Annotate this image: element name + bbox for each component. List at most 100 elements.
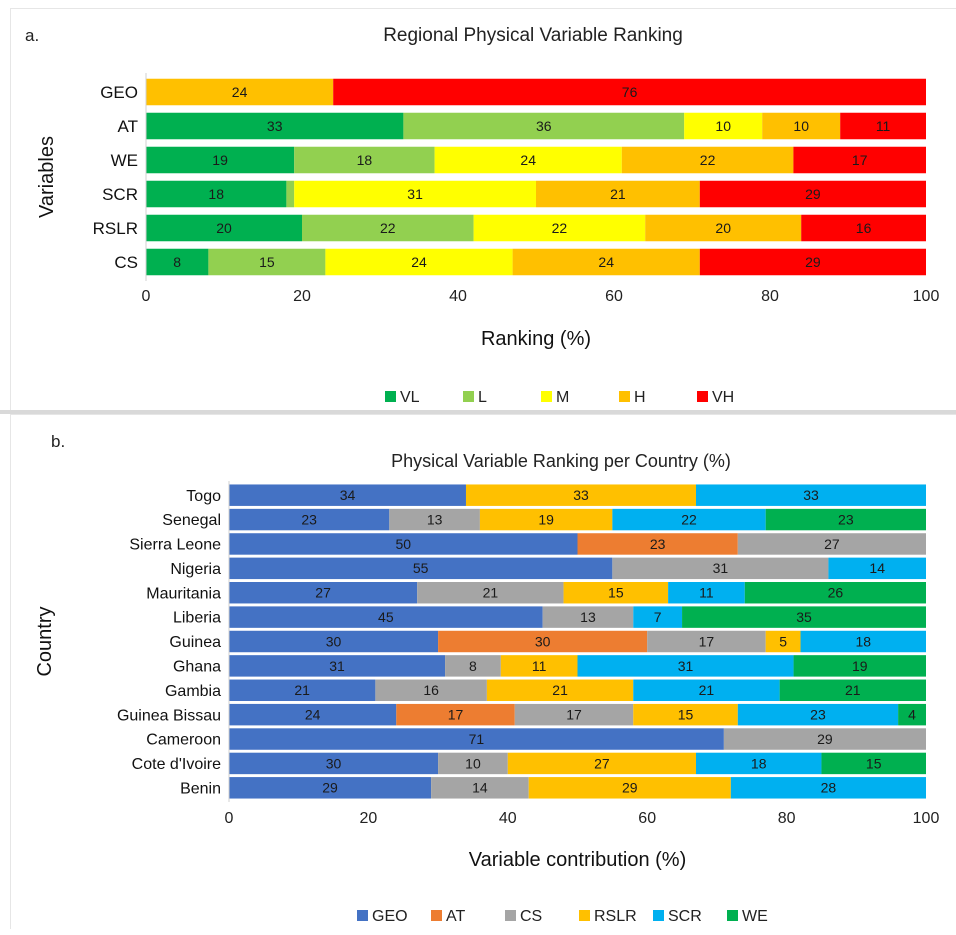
legend-label-scr: SCR bbox=[668, 908, 702, 925]
bar-nigeria-geo bbox=[229, 557, 613, 580]
bar-cameroon-geo bbox=[229, 728, 724, 750]
data-label-guinea-at: 30 bbox=[535, 633, 551, 649]
bar-sierra-leone-geo bbox=[229, 533, 578, 555]
data-label-ghana-rslr: 11 bbox=[532, 658, 547, 674]
bar-scr-m bbox=[294, 180, 536, 208]
bar-cameroon-cs bbox=[723, 728, 926, 750]
legend-label-at: AT bbox=[446, 908, 465, 925]
bar-at-h bbox=[762, 112, 841, 140]
data-label-scr-vl: 18 bbox=[208, 186, 224, 202]
data-label-cote-d-ivoire-scr: 18 bbox=[751, 755, 767, 771]
y-tick-label-we: WE bbox=[111, 151, 138, 170]
bar-sierra-leone-at bbox=[577, 533, 738, 555]
bar-rslr-h bbox=[645, 214, 802, 242]
bar-cs-h bbox=[512, 248, 700, 276]
x-tick-label-60: 60 bbox=[605, 288, 623, 305]
data-label-we-vl: 19 bbox=[212, 152, 228, 168]
bar-rslr-l bbox=[302, 214, 474, 242]
y-tick-label-sierra-leone: Sierra Leone bbox=[129, 537, 221, 554]
bar-geo-vh bbox=[333, 78, 926, 106]
bar-gambia-rslr bbox=[486, 679, 634, 701]
legend-label-geo: GEO bbox=[372, 908, 408, 925]
data-label-guinea-geo: 30 bbox=[326, 633, 342, 649]
bar-ghana-scr bbox=[577, 655, 794, 677]
legend-label-we: WE bbox=[742, 908, 768, 925]
legend-swatch-cs bbox=[505, 910, 516, 921]
bar-senegal-scr bbox=[612, 508, 766, 531]
x-tick-label-80: 80 bbox=[778, 810, 796, 827]
bar-we-vh bbox=[793, 146, 926, 174]
data-label-at-m: 10 bbox=[715, 118, 731, 134]
legend-swatch-vh bbox=[697, 391, 708, 402]
legend-swatch-at bbox=[431, 910, 442, 921]
data-label-guinea-rslr: 5 bbox=[779, 633, 787, 649]
data-label-nigeria-geo: 55 bbox=[413, 560, 429, 576]
bar-guinea-scr bbox=[800, 630, 926, 653]
data-label-at-l: 36 bbox=[536, 118, 552, 134]
data-label-senegal-geo: 23 bbox=[301, 511, 317, 527]
bar-senegal-we bbox=[765, 508, 926, 531]
data-label-sierra-leone-geo: 50 bbox=[395, 536, 411, 552]
bar-togo-rslr bbox=[465, 484, 696, 506]
data-label-cameroon-geo: 71 bbox=[469, 731, 485, 747]
data-label-gambia-scr: 21 bbox=[699, 682, 715, 698]
bar-scr-vl bbox=[146, 180, 287, 208]
data-label-scr-vh: 29 bbox=[805, 186, 821, 202]
bar-gambia-geo bbox=[229, 679, 376, 701]
x-tick-label-80: 80 bbox=[761, 288, 779, 305]
legend-label-vl: VL bbox=[400, 389, 420, 406]
y-axis-label: Variables bbox=[36, 136, 58, 218]
bar-ghana-cs bbox=[445, 655, 501, 677]
data-label-nigeria-cs: 31 bbox=[713, 560, 729, 576]
data-label-we-vh: 17 bbox=[852, 152, 868, 168]
data-label-liberia-geo: 45 bbox=[378, 609, 394, 625]
bar-guinea-bissau-at bbox=[396, 703, 515, 726]
y-tick-label-geo: GEO bbox=[100, 83, 138, 102]
bar-scr-l bbox=[286, 180, 295, 208]
bar-ghana-geo bbox=[229, 655, 446, 677]
y-tick-label-at: AT bbox=[118, 117, 138, 136]
panel-label: a. bbox=[25, 26, 39, 45]
data-label-benin-geo: 29 bbox=[322, 780, 338, 796]
data-label-togo-rslr: 33 bbox=[573, 487, 589, 503]
bar-we-vl bbox=[146, 146, 295, 174]
data-label-ghana-geo: 31 bbox=[329, 658, 345, 674]
data-label-at-h: 10 bbox=[793, 118, 809, 134]
bar-geo-h bbox=[146, 78, 334, 106]
bar-rslr-m bbox=[473, 214, 646, 242]
data-label-rslr-vh: 16 bbox=[856, 220, 872, 236]
data-label-cote-d-ivoire-we: 15 bbox=[866, 755, 882, 771]
bar-cs-vh bbox=[699, 248, 926, 276]
data-label-cote-d-ivoire-geo: 30 bbox=[326, 755, 342, 771]
bar-we-h bbox=[621, 146, 794, 174]
y-tick-label-rslr: RSLR bbox=[93, 219, 138, 238]
bar-togo-scr bbox=[695, 484, 926, 506]
legend-label-l: L bbox=[478, 389, 487, 406]
data-label-guinea-scr: 18 bbox=[855, 633, 871, 649]
bar-benin-rslr bbox=[528, 777, 731, 799]
bar-benin-cs bbox=[431, 777, 529, 799]
bar-guinea-bissau-we bbox=[898, 703, 926, 726]
bar-guinea-rslr bbox=[765, 630, 801, 653]
bar-cote-d-ivoire-cs bbox=[438, 752, 508, 775]
bar-guinea-bissau-cs bbox=[514, 703, 634, 726]
legend-swatch-we bbox=[727, 910, 738, 921]
bar-liberia-geo bbox=[229, 606, 543, 628]
bar-at-l bbox=[403, 112, 685, 140]
bar-ghana-rslr bbox=[500, 655, 578, 677]
y-tick-label-guinea-bissau: Guinea Bissau bbox=[117, 707, 221, 724]
data-label-cote-d-ivoire-rslr: 27 bbox=[594, 755, 610, 771]
bar-cote-d-ivoire-scr bbox=[695, 752, 822, 775]
legend-swatch-m bbox=[541, 391, 552, 402]
data-label-sierra-leone-at: 23 bbox=[650, 536, 666, 552]
y-tick-label-guinea: Guinea bbox=[169, 634, 221, 651]
legend-swatch-h bbox=[619, 391, 630, 402]
data-label-liberia-scr: 7 bbox=[654, 609, 662, 625]
data-label-guinea-bissau-geo: 24 bbox=[305, 707, 321, 723]
bar-togo-geo bbox=[229, 484, 466, 506]
bar-nigeria-cs bbox=[612, 557, 829, 580]
bar-cs-l bbox=[208, 248, 326, 276]
data-label-at-vl: 33 bbox=[267, 118, 283, 134]
bar-nigeria-scr bbox=[828, 557, 926, 580]
legend-swatch-rslr bbox=[579, 910, 590, 921]
